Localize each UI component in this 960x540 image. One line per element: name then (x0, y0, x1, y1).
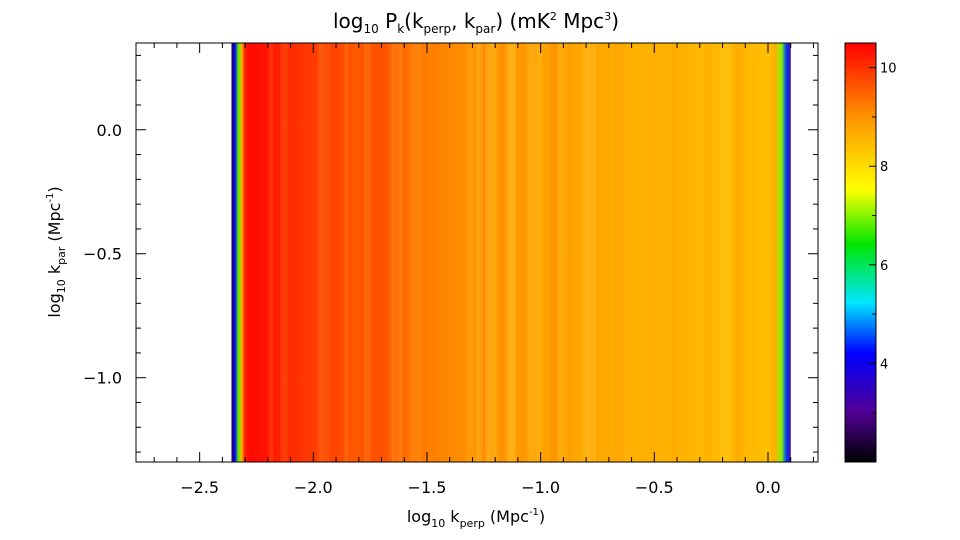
heatmap-streak (651, 43, 657, 462)
heatmap-streak (349, 43, 356, 462)
heatmap-streak (507, 43, 516, 462)
heatmap-streak (720, 43, 732, 462)
heatmap-streak (671, 43, 677, 462)
heatmap-streak (295, 43, 307, 462)
colorbar-tick-label: 10 (880, 62, 897, 77)
heatmap-streak (505, 43, 516, 462)
y-tick-label: 0.0 (97, 121, 122, 140)
heatmap-streak (501, 43, 511, 462)
heatmap-streak (615, 43, 625, 462)
heatmap-streak (587, 43, 596, 462)
heatmap-streak (476, 43, 484, 462)
x-tick-label: −0.5 (635, 478, 674, 497)
y-tick-label: −0.5 (83, 245, 122, 264)
heatmap-streak (476, 43, 481, 462)
y-tick-label: −1.0 (83, 369, 122, 388)
heatmap-streak (341, 43, 355, 462)
chart-title: log10 Pk(kperp, kpar) (mK2 Mpc3) (333, 9, 619, 36)
heatmap-streak (432, 43, 439, 462)
x-tick-label: −2.5 (180, 478, 219, 497)
heatmap-streak (324, 43, 330, 462)
heatmap-streak (288, 43, 296, 462)
heatmap-streak (592, 43, 598, 462)
heatmap-streak (478, 43, 487, 462)
heatmap-streak (736, 43, 745, 462)
heatmap-streak (475, 43, 488, 462)
heatmap-streak (280, 43, 288, 462)
plot-area: −2.5 −2.0 −1.5 −1.0 −0.5 0.0 0.0 −0.5 −1.0 (83, 42, 819, 497)
heatmap-streak (348, 43, 359, 462)
colorbar-frame (844, 42, 877, 463)
heatmap-streak (734, 43, 741, 462)
colorbar-scale (845, 43, 876, 462)
heatmap-streak (466, 43, 475, 462)
heatmap-streak (316, 43, 325, 462)
heatmap-streak (530, 43, 537, 462)
heatmap-streak (268, 43, 274, 462)
heatmap-streak (503, 43, 508, 462)
heatmap-streak (558, 43, 566, 462)
heatmap-streak (529, 43, 542, 462)
heatmap-streak (319, 43, 330, 462)
heatmap-field (231, 43, 791, 462)
plot-frame (135, 42, 819, 463)
heatmap-streak (549, 43, 557, 462)
x-tick-label: −1.0 (521, 478, 560, 497)
heatmap-streak (551, 43, 559, 462)
heatmap-streak (458, 43, 465, 462)
x-tick-label: 0.0 (755, 478, 780, 497)
heatmap-streak (568, 43, 573, 462)
heatmap-streak (585, 43, 590, 462)
x-axis-ticks: −2.5 −2.0 −1.5 −1.0 −0.5 0.0 (153, 43, 814, 497)
heatmap-streak (703, 43, 713, 462)
colorbar: 4 6 8 10 (844, 42, 897, 463)
y-axis-ticks: 0.0 −0.5 −1.0 (83, 54, 818, 453)
colorbar-tick-label: 6 (880, 259, 888, 274)
y-axis-label: log10 kpar (Mpc-1) (45, 186, 68, 317)
heatmap-streak (484, 43, 494, 462)
heatmap-streak (498, 43, 505, 462)
colorbar-ticks: 4 6 8 10 (869, 62, 897, 414)
heatmap-streak (421, 43, 426, 462)
heatmap-streak (482, 43, 493, 462)
heatmap-streak (344, 43, 349, 462)
heatmap-streak (586, 43, 599, 462)
heatmap-streak (485, 43, 499, 462)
colorbar-tick-label: 4 (880, 357, 888, 372)
heatmap-streak (356, 43, 365, 462)
x-tick-label: −2.0 (294, 478, 333, 497)
heatmap-streak (484, 43, 497, 462)
heatmap-streak (582, 43, 590, 462)
heatmap-streak (533, 43, 538, 462)
heatmap-streak (282, 43, 290, 462)
x-tick-label: −1.5 (408, 478, 447, 497)
colorbar-tick-label: 8 (880, 160, 888, 175)
heatmap-texture (268, 43, 745, 462)
heatmap-streak (585, 43, 591, 462)
heatmap-streak (520, 43, 528, 462)
heatmap-streak (340, 43, 345, 462)
heatmap-streak (525, 43, 537, 462)
x-axis-label: log10 kperp (Mpc-1) (407, 507, 545, 530)
heatmap-streak (388, 43, 394, 462)
heatmap-streak (389, 43, 403, 462)
heatmap-streak (391, 43, 403, 462)
heatmap-streak (409, 43, 422, 462)
heatmap-streak (364, 43, 372, 462)
heatmap-streak (375, 43, 388, 462)
heatmap-streak (495, 43, 503, 462)
